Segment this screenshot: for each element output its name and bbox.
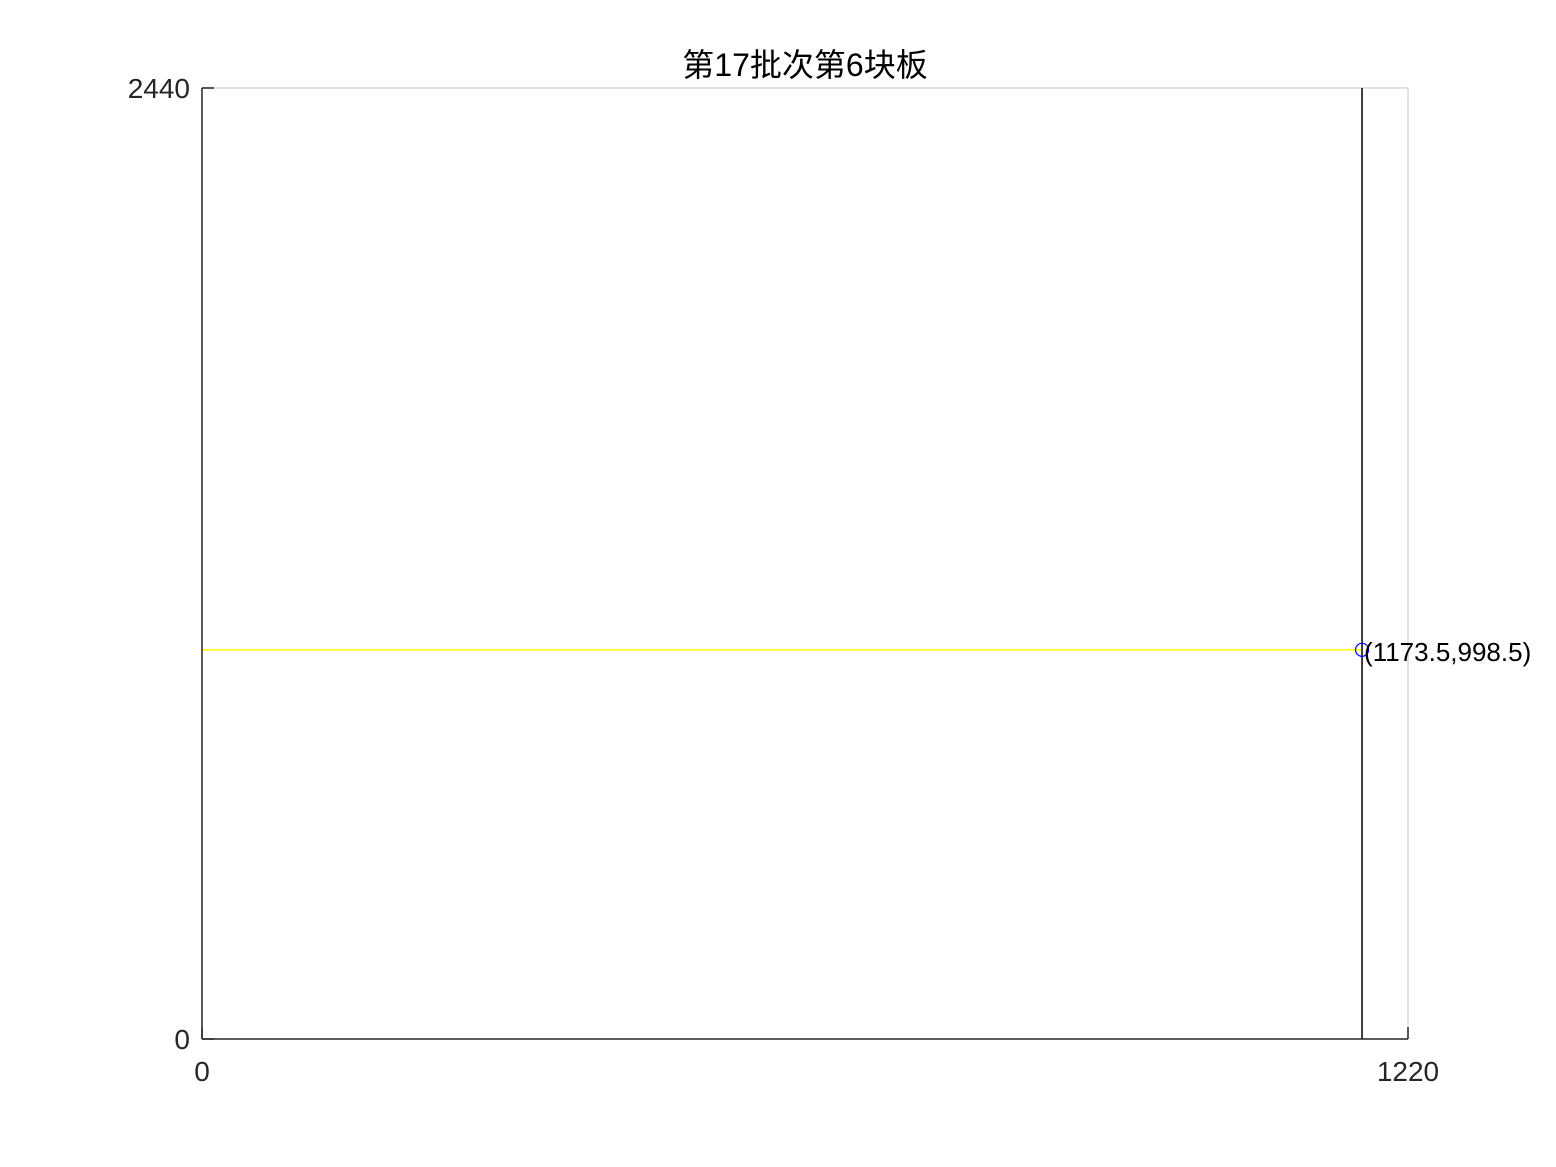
- axes-layer: [201, 87, 1409, 1040]
- y-tick-label-0: 0: [174, 1024, 190, 1055]
- data-point-marker-0: [1354, 642, 1370, 657]
- plot-area: [202, 87, 1409, 1039]
- label-layer: 0 1220 0 2440 (1173.5,998.5): [128, 73, 1532, 1087]
- y-tick-label-1: 2440: [128, 73, 190, 104]
- series-layer: [202, 88, 1370, 1039]
- point-annotation-0: (1173.5,998.5): [1364, 637, 1531, 667]
- x-tick-label-1: 1220: [1377, 1056, 1439, 1087]
- x-tick-label-0: 0: [194, 1056, 210, 1087]
- chart-title: 第17批次第6块板: [682, 47, 927, 83]
